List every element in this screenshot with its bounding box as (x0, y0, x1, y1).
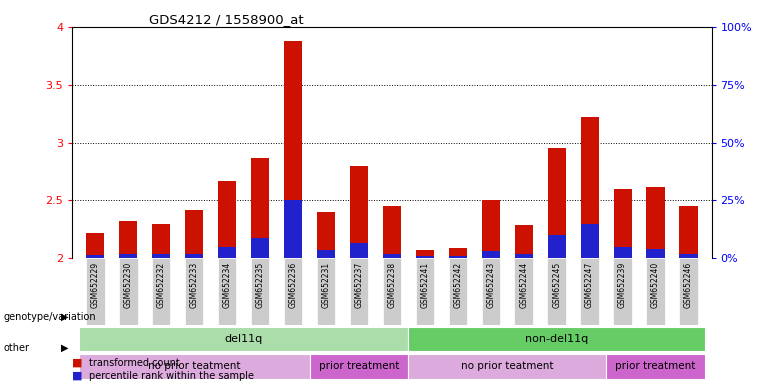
Text: GSM652229: GSM652229 (91, 262, 100, 308)
Bar (251, 238, 269, 258)
Text: ▶: ▶ (61, 312, 68, 322)
Bar (185, 254, 203, 258)
Bar (548, 148, 565, 258)
Bar (86, 255, 104, 258)
Text: ■: ■ (72, 371, 83, 381)
FancyBboxPatch shape (79, 354, 310, 379)
FancyBboxPatch shape (119, 258, 138, 325)
Bar (383, 206, 401, 258)
Bar (482, 200, 500, 258)
FancyBboxPatch shape (646, 258, 665, 325)
Bar (449, 248, 467, 258)
Bar (284, 41, 302, 258)
FancyBboxPatch shape (613, 258, 632, 325)
Text: prior treatment: prior treatment (319, 361, 400, 371)
Bar (581, 223, 599, 258)
Bar (613, 189, 632, 258)
Text: GSM652231: GSM652231 (321, 262, 330, 308)
Text: other: other (4, 343, 30, 353)
Bar (646, 187, 664, 258)
Bar (86, 233, 104, 258)
FancyBboxPatch shape (383, 258, 401, 325)
Text: genotype/variation: genotype/variation (4, 312, 97, 322)
FancyBboxPatch shape (79, 327, 409, 351)
Text: GSM652232: GSM652232 (157, 262, 166, 308)
Text: GSM652234: GSM652234 (223, 262, 231, 308)
Bar (119, 254, 138, 258)
Text: GSM652242: GSM652242 (454, 262, 463, 308)
Bar (482, 252, 500, 258)
Bar (218, 247, 236, 258)
FancyBboxPatch shape (547, 258, 566, 325)
Text: ▶: ▶ (61, 343, 68, 353)
FancyBboxPatch shape (251, 258, 269, 325)
Bar (185, 210, 203, 258)
Text: GSM652246: GSM652246 (684, 262, 693, 308)
Text: GSM652243: GSM652243 (486, 262, 495, 308)
Text: GDS4212 / 1558900_at: GDS4212 / 1558900_at (149, 13, 304, 26)
Bar (350, 166, 368, 258)
Bar (514, 225, 533, 258)
Bar (383, 254, 401, 258)
Text: percentile rank within the sample: percentile rank within the sample (89, 371, 254, 381)
FancyBboxPatch shape (185, 258, 203, 325)
Text: GSM652245: GSM652245 (552, 262, 561, 308)
FancyBboxPatch shape (482, 258, 500, 325)
FancyBboxPatch shape (409, 354, 606, 379)
FancyBboxPatch shape (680, 258, 698, 325)
Bar (416, 250, 434, 258)
Bar (284, 200, 302, 258)
Text: GSM652241: GSM652241 (420, 262, 429, 308)
Bar (514, 254, 533, 258)
FancyBboxPatch shape (514, 258, 533, 325)
FancyBboxPatch shape (606, 354, 705, 379)
Bar (152, 223, 170, 258)
Text: GSM652230: GSM652230 (124, 262, 133, 308)
Text: GSM652236: GSM652236 (288, 262, 298, 308)
Bar (680, 254, 698, 258)
Bar (449, 256, 467, 258)
FancyBboxPatch shape (152, 258, 170, 325)
FancyBboxPatch shape (86, 258, 104, 325)
Bar (317, 250, 335, 258)
Text: no prior teatment: no prior teatment (461, 361, 553, 371)
Bar (218, 181, 236, 258)
Bar (613, 247, 632, 258)
Bar (680, 206, 698, 258)
FancyBboxPatch shape (284, 258, 302, 325)
Bar (119, 221, 138, 258)
Text: GSM652244: GSM652244 (519, 262, 528, 308)
Text: GSM652240: GSM652240 (651, 262, 660, 308)
Text: GSM652235: GSM652235 (256, 262, 265, 308)
Text: GSM652237: GSM652237 (355, 262, 364, 308)
Bar (152, 254, 170, 258)
Text: del11q: del11q (224, 334, 263, 344)
FancyBboxPatch shape (350, 258, 368, 325)
Text: ■: ■ (72, 358, 83, 368)
FancyBboxPatch shape (218, 258, 237, 325)
Text: GSM652233: GSM652233 (189, 262, 199, 308)
Text: GSM652247: GSM652247 (585, 262, 594, 308)
FancyBboxPatch shape (310, 354, 409, 379)
Bar (548, 235, 565, 258)
Bar (416, 256, 434, 258)
FancyBboxPatch shape (581, 258, 599, 325)
FancyBboxPatch shape (448, 258, 467, 325)
FancyBboxPatch shape (317, 258, 336, 325)
Bar (350, 243, 368, 258)
Bar (317, 212, 335, 258)
FancyBboxPatch shape (409, 327, 705, 351)
Bar (581, 117, 599, 258)
Text: no prior teatment: no prior teatment (148, 361, 240, 371)
Text: GSM652238: GSM652238 (387, 262, 396, 308)
Bar (251, 158, 269, 258)
Text: transformed count: transformed count (89, 358, 180, 368)
FancyBboxPatch shape (416, 258, 434, 325)
Text: GSM652239: GSM652239 (618, 262, 627, 308)
Text: prior treatment: prior treatment (616, 361, 696, 371)
Text: non-del11q: non-del11q (525, 334, 588, 344)
Bar (646, 249, 664, 258)
